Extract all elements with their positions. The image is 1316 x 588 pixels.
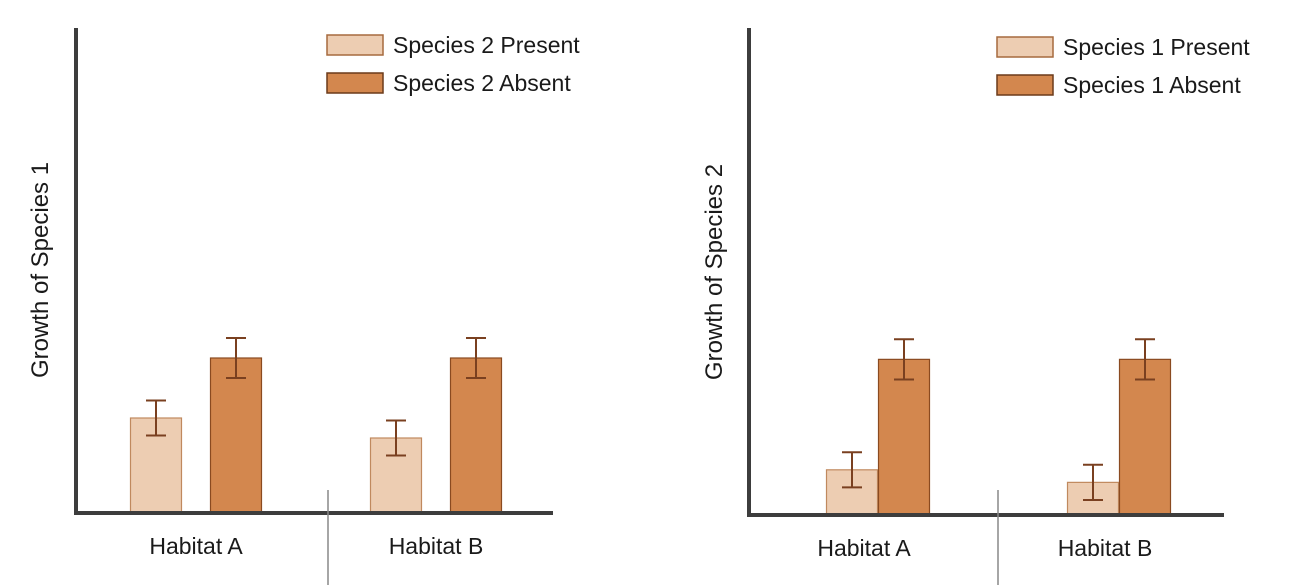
bar-species-2-absent-habitat-a (209, 357, 263, 514)
error-bar (842, 451, 862, 489)
bar-species-2-absent-habitat-b (449, 357, 503, 514)
bar-species-1-absent-habitat-a (877, 358, 931, 516)
x-tick-label: Habitat A (149, 533, 243, 559)
error-bar (466, 337, 486, 379)
error-bar (1083, 463, 1103, 501)
x-tick-label: Habitat B (1058, 535, 1153, 561)
error-bar (146, 399, 166, 437)
legend-swatch (326, 72, 384, 94)
legend-label: Species 1 Present (1063, 34, 1250, 60)
legend-swatch (326, 34, 384, 56)
chart-species-1-growth: Habitat A Habitat B Growth of Species 1 Spe… (27, 28, 580, 585)
legend-label: Species 2 Absent (393, 70, 571, 96)
error-bar (226, 337, 246, 379)
chart-species-2-growth: Habitat A Habitat B Growth of Species 2 Spe… (701, 28, 1250, 585)
error-bar (1135, 338, 1155, 381)
legend-label: Species 2 Present (393, 32, 580, 58)
x-tick-label: Habitat B (389, 533, 484, 559)
legend-label: Species 1 Absent (1063, 72, 1241, 98)
error-bar (894, 338, 914, 381)
legend-swatch (996, 36, 1054, 58)
y-axis-label: Growth of Species 1 (27, 162, 54, 378)
error-bar (386, 419, 406, 457)
legend-swatch (996, 74, 1054, 96)
bar-species-1-absent-habitat-b (1118, 358, 1172, 516)
x-tick-label: Habitat A (817, 535, 911, 561)
y-axis-label: Growth of Species 2 (701, 164, 728, 380)
